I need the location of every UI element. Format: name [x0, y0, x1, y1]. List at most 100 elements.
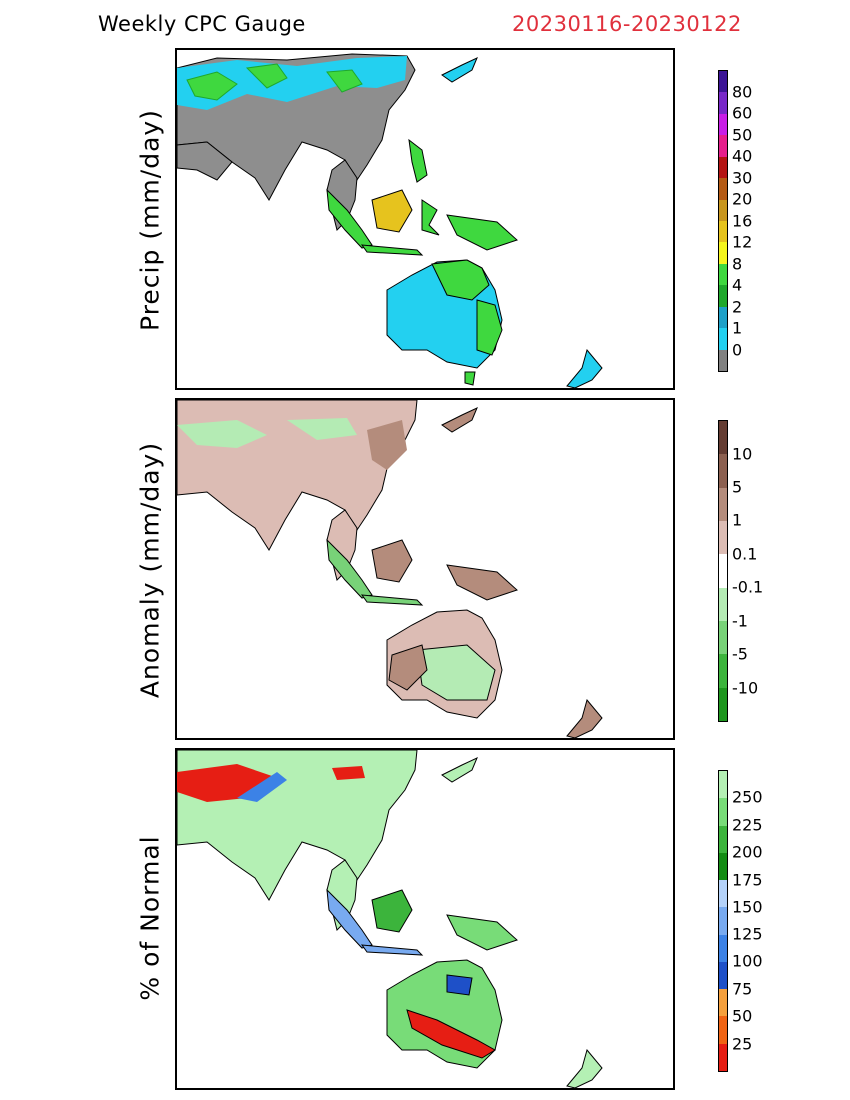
precip-tick: 30: [732, 168, 753, 188]
anomaly-tick: 5: [732, 477, 743, 497]
australia-wet-anomaly: [416, 644, 496, 701]
colorbar-segment: [719, 961, 727, 990]
japan: [441, 57, 478, 83]
borneo: [371, 189, 413, 233]
colorbar-segment: [719, 71, 727, 93]
precip-tick: 60: [732, 103, 753, 123]
new-zealand-percent: [566, 1048, 603, 1088]
date-range: 20230116-20230122: [512, 12, 742, 36]
precip-tick: 40: [732, 146, 753, 166]
chart-title: Weekly CPC Gauge: [98, 12, 306, 36]
precip-map-panel: [175, 48, 675, 390]
india-tip: [177, 141, 233, 181]
percent-tick: 25: [732, 1034, 753, 1054]
colorbar-segment: [719, 1043, 727, 1071]
borneo-anomaly: [371, 539, 413, 583]
percent-map-panel: [175, 748, 675, 1090]
japan-percent: [441, 757, 478, 783]
percent-tick: 125: [732, 924, 763, 944]
anomaly-tick: -1: [732, 611, 748, 631]
colorbar-segment: [719, 654, 727, 688]
anomaly-map: [177, 400, 603, 738]
japan-anomaly: [441, 407, 478, 433]
colorbar-segment: [719, 521, 727, 555]
colorbar-segment: [719, 587, 727, 621]
anomaly-colorbar: [718, 420, 728, 722]
anomaly-tick: 1: [732, 510, 743, 530]
australia-north-green: [431, 259, 490, 301]
australia-east-green: [476, 299, 503, 356]
new-zealand: [566, 348, 603, 388]
colorbar-segment: [719, 621, 727, 655]
colorbar-segment: [719, 421, 727, 455]
colorbar-segment: [719, 306, 727, 329]
percent-tick: 150: [732, 897, 763, 917]
anomaly-map-panel: [175, 398, 675, 740]
percent-tick: 200: [732, 842, 763, 862]
colorbar-segment: [719, 178, 727, 200]
precip-ylabel: Precip (mm/day): [135, 109, 165, 331]
percent-ylabel: % of Normal: [135, 835, 165, 1001]
anomaly-tick: 0.1: [732, 544, 758, 564]
new-guinea-anomaly: [446, 564, 518, 601]
colorbar-segment: [719, 880, 727, 908]
precip-tick: 1: [732, 318, 743, 338]
colorbar-segment: [719, 798, 727, 826]
colorbar-segment: [719, 221, 727, 243]
sulawesi: [421, 199, 440, 236]
colorbar-segment: [719, 487, 727, 521]
java: [360, 244, 424, 256]
precip-colorbar: [718, 70, 728, 372]
colorbar-segment: [719, 852, 727, 881]
colorbar-segment: [719, 113, 727, 136]
colorbar-segment: [719, 92, 727, 114]
colorbar-segment: [719, 907, 727, 935]
precip-tick: 0: [732, 340, 743, 360]
precip-tick: 16: [732, 211, 753, 231]
australia-blue-patch: [446, 974, 473, 996]
colorbar-segment: [719, 687, 727, 721]
percent-tick: 175: [732, 870, 763, 890]
percent-tick: 100: [732, 951, 763, 971]
colorbar-segment: [719, 349, 727, 371]
precip-tick: 4: [732, 275, 743, 295]
philippines: [408, 138, 428, 183]
colorbar-segment: [719, 135, 727, 157]
colorbar-segment: [719, 934, 727, 962]
new-zealand-anomaly: [566, 698, 603, 738]
colorbar-segment: [719, 771, 727, 799]
percent-colorbar: [718, 770, 728, 1072]
australia-dry-anomaly: [388, 644, 428, 691]
precip-tick: 50: [732, 125, 753, 145]
anomaly-ylabel: Anomaly (mm/day): [135, 441, 165, 699]
north-precip-band: [177, 56, 407, 110]
percent-tick: 75: [732, 979, 753, 999]
precip-tick: 8: [732, 254, 743, 274]
north-blue-ring: [237, 772, 287, 802]
north-green-patches: [186, 63, 363, 101]
precip-tick: 2: [732, 297, 743, 317]
north-wet-patches: [177, 418, 357, 448]
china-dry-core: [367, 420, 407, 470]
java-anomaly: [360, 594, 424, 606]
colorbar-segment: [719, 242, 727, 264]
colorbar-segment: [719, 156, 727, 179]
north-high-percent: [177, 764, 365, 802]
anomaly-tick: -5: [732, 644, 748, 664]
anomaly-tick: 10: [732, 444, 753, 464]
colorbar-segment: [719, 1016, 727, 1044]
percent-tick: 250: [732, 787, 763, 807]
colorbar-segment: [719, 554, 727, 588]
precip-map: [177, 53, 603, 388]
precip-tick: 80: [732, 82, 753, 102]
borneo-percent: [371, 889, 413, 933]
tasmania: [464, 371, 476, 386]
colorbar-segment: [719, 285, 727, 307]
anomaly-tick: -0.1: [732, 577, 764, 597]
colorbar-segment: [719, 454, 727, 488]
new-guinea: [446, 214, 518, 251]
new-guinea-percent: [446, 914, 518, 951]
colorbar-segment: [719, 328, 727, 350]
percent-tick: 225: [732, 815, 763, 835]
anomaly-tick: -10: [732, 678, 759, 698]
